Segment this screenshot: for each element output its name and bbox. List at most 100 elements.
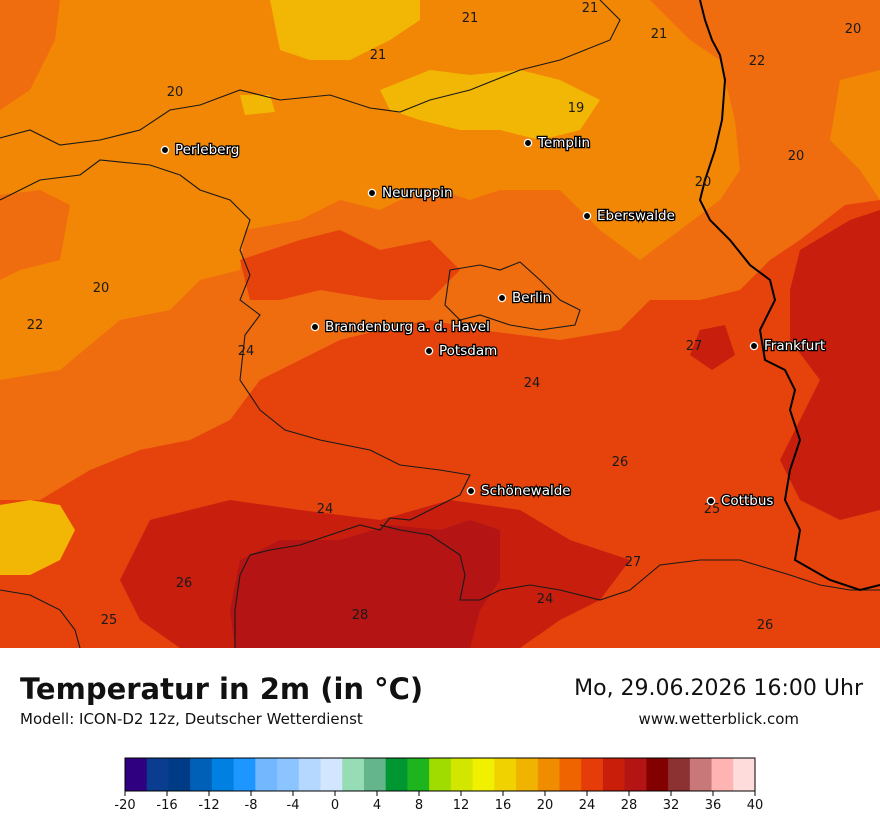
city-dot [749, 341, 759, 351]
legend-bin [168, 758, 191, 791]
legend-bin [581, 758, 604, 791]
legend-bin [363, 758, 387, 791]
legend-bin [277, 758, 300, 791]
legend-bin [733, 758, 756, 791]
model-info: Modell: ICON-D2 12z, Deutscher Wetterdie… [20, 710, 363, 728]
legend-bin [342, 758, 365, 791]
national-border [698, 0, 880, 592]
legend-bin [233, 758, 256, 791]
isoline-label: 21 [370, 48, 387, 63]
legend-tick-label: 20 [537, 798, 554, 813]
legend-bin [211, 758, 235, 791]
legend-bin [450, 758, 474, 791]
city-marker[interactable]: Eberswalde [582, 207, 676, 225]
city-marker[interactable]: Potsdam [424, 342, 499, 360]
city-marker[interactable]: Schönewalde [466, 482, 572, 500]
isoline-label: 22 [27, 318, 44, 333]
legend-bin [689, 758, 713, 791]
city-marker[interactable]: Frankfurt [749, 337, 826, 355]
isoline-label: 20 [167, 85, 184, 100]
isoline-label: 26 [612, 455, 629, 470]
isoline-label: 25 [101, 613, 118, 628]
legend-tick-label: -12 [198, 798, 219, 813]
legend-tick-label: 4 [373, 798, 381, 813]
city-dot [424, 346, 434, 356]
city-label: Perleberg [175, 142, 239, 158]
isoline-label: 26 [757, 618, 774, 633]
city-label: Templin [537, 135, 590, 151]
isoline-label: 24 [524, 376, 541, 391]
isoline-label: 27 [686, 339, 703, 354]
legend-bin [537, 758, 560, 791]
isoline-label: 20 [788, 149, 805, 164]
city-marker[interactable]: Cottbus [706, 492, 775, 510]
legend-bin [668, 758, 691, 791]
legend-tick-label: 8 [415, 798, 423, 813]
isoline-label: 20 [845, 22, 862, 37]
legend-bin [429, 758, 452, 791]
isoline-label: 26 [176, 576, 193, 591]
zone-28 [230, 520, 500, 648]
legend-tick-label: 0 [331, 798, 339, 813]
city-dot [523, 138, 533, 148]
city-label: Cottbus [721, 493, 773, 509]
city-marker[interactable]: Brandenburg a. d. Havel [310, 318, 491, 336]
legend-bin [407, 758, 430, 791]
city-dot [706, 496, 716, 506]
isoline-label: 27 [625, 555, 642, 570]
zone-26 [120, 210, 880, 648]
city-dot [497, 293, 507, 303]
website-link[interactable]: www.wetterblick.com [638, 710, 799, 728]
map-title: Temperatur in 2m (in °C) [20, 672, 424, 706]
legend-bin [559, 758, 582, 791]
city-label: Frankfurt [764, 338, 825, 354]
legend-tick-label: -20 [114, 798, 135, 813]
city-markers: Perleberg Templin Neuruppin Eberswalde Berli… [160, 134, 826, 510]
temperature-map: 21 21 21 20 22 21 20 19 20 20 20 22 24 27 24 26 24 25 27 26… [0, 0, 880, 648]
city-marker[interactable]: Berlin [497, 289, 552, 307]
legend-tick-label: -4 [287, 798, 300, 813]
color-legend: -20 -16 -12 -8 -4 0 4 8 12 16 20 24 28 32 36 40 [114, 757, 764, 813]
city-dot [582, 211, 592, 221]
legend-bin [602, 758, 626, 791]
city-label: Schönewalde [481, 483, 571, 499]
isoline-label: 25 [704, 502, 721, 517]
legend-bin [320, 758, 343, 791]
legend-tick-label: 24 [579, 798, 596, 813]
city-dot [310, 322, 320, 332]
legend-tick-label: 16 [495, 798, 512, 813]
city-dot [367, 188, 377, 198]
isoline-label: 21 [462, 11, 479, 26]
legend-tick-label: -8 [245, 798, 258, 813]
city-marker[interactable]: Neuruppin [367, 184, 454, 202]
city-dot [466, 486, 476, 496]
legend-bin [146, 758, 169, 791]
city-label: Berlin [512, 290, 551, 306]
isoline-label: 24 [238, 344, 255, 359]
isoline-label: 21 [651, 27, 668, 42]
legend-bin [624, 758, 647, 791]
legend-bin [646, 758, 669, 791]
zone-19 [0, 0, 600, 575]
city-label: Potsdam [439, 343, 497, 359]
legend-bin [385, 758, 408, 791]
city-label: Eberswalde [597, 208, 675, 224]
legend-bin [255, 758, 278, 791]
legend-tick-label: 40 [747, 798, 764, 813]
city-marker[interactable]: Templin [523, 134, 591, 152]
isoline-label: 28 [352, 608, 369, 623]
isoline-label: 19 [568, 101, 585, 116]
city-marker[interactable]: Perleberg [160, 141, 241, 159]
legend-bin [711, 758, 734, 791]
city-dot [160, 145, 170, 155]
legend-tick-label: 36 [705, 798, 722, 813]
isoline-label: 24 [317, 502, 334, 517]
map-footer: Temperatur in 2m (in °C) Modell: ICON-D2… [0, 648, 880, 830]
isoline-label: 20 [695, 175, 712, 190]
isoline-label: 24 [537, 592, 554, 607]
city-label: Brandenburg a. d. Havel [325, 319, 490, 335]
legend-tick-label: 12 [453, 798, 470, 813]
legend-tick-label: 28 [621, 798, 638, 813]
isoline-label: 20 [93, 281, 110, 296]
legend-tick-label: -16 [156, 798, 177, 813]
